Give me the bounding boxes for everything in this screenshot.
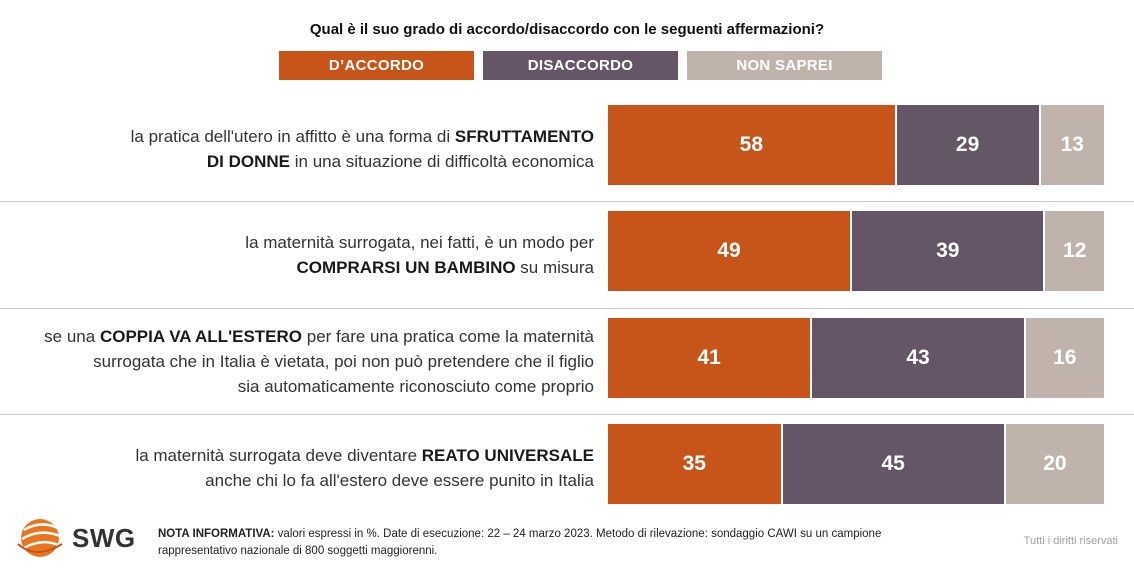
brand-name: SWG [72,523,136,553]
row-label-text: se una [44,327,100,346]
bar-segment-accordo: 41 [608,318,811,398]
chart-title: Qual è il suo grado di accordo/disaccord… [309,21,825,38]
stacked-bar: 49 39 12 [608,211,1104,291]
chart-row: la pratica dell'utero in affitto è una f… [0,95,1134,202]
copyright-text: Tutti i diritti riservati [1023,535,1118,547]
bar-segment-non-saprei: 13 [1040,105,1104,185]
data-label: 43 [906,346,930,369]
bar-segment-accordo: 35 [608,424,781,504]
row-label-bold: REATO UNIVERSALE [421,445,594,465]
data-label: 49 [717,239,741,262]
data-label: 13 [1060,133,1084,156]
row-label: la maternità surrogata deve diventare RE… [4,414,594,521]
data-label: 41 [697,346,721,369]
chart-row: la maternità surrogata, nei fatti, è un … [0,201,1134,308]
row-label-bold: DI DONNE [206,151,291,171]
row-label: la pratica dell'utero in affitto è una f… [4,95,594,202]
stacked-bar: 58 29 13 [608,105,1104,185]
bar-segment-non-saprei: 12 [1045,211,1104,291]
data-label: 29 [955,133,980,156]
row-label-bold: SFRUTTAMENTO [454,126,594,146]
row-label-text: la maternità surrogata deve diventare [135,445,422,465]
row-label-bold: COPPIA VA ALL'ESTERO [99,327,303,346]
bar-segment-non-saprei: 16 [1025,318,1104,398]
footnote-label: NOTA INFORMATIVA: [158,528,275,540]
bar-segment-disaccordo: 43 [812,318,1024,398]
stacked-bar: 41 43 16 [608,318,1104,398]
legend-item-disaccordo: DISACCORDO [483,51,678,80]
bar-segment-disaccordo: 45 [782,424,1004,504]
row-label-text: per fare una pratica come la maternità [302,327,594,346]
stacked-bar: 35 45 20 [608,424,1104,504]
row-label-text: la maternità surrogata, nei fatti, è un … [245,232,594,252]
row-divider [0,308,1134,309]
data-label: 45 [881,452,905,475]
row-label: se una COPPIA VA ALL'ESTERO per fare una… [4,308,594,415]
footnote-text: valori espressi in %. Date di esecuzione… [158,528,882,557]
data-label: 39 [936,239,960,262]
chart-row: se una COPPIA VA ALL'ESTERO per fare una… [0,308,1134,415]
data-label: 16 [1053,346,1077,369]
row-label-text: sia automaticamente riconosciuto come pr… [237,377,594,396]
data-label: 35 [682,452,706,475]
bar-segment-disaccordo: 29 [896,105,1039,185]
data-label: 58 [739,133,764,156]
legend-item-non-saprei: NON SAPREI [687,51,882,80]
data-label: 12 [1063,239,1087,262]
legend-item-accordo: D’ACCORDO [279,51,474,80]
row-label-text: surrogata che in Italia è vietata, poi n… [93,352,594,371]
data-label: 20 [1043,452,1067,475]
row-label-text: anche chi lo fa all'estero deve essere p… [205,470,594,490]
row-label-text: la pratica dell'utero in affitto è una f… [130,126,455,146]
row-label-text: su misura [515,257,594,277]
chart-row: la maternità surrogata deve diventare RE… [0,414,1134,521]
footnote: NOTA INFORMATIVA: valori espressi in %. … [158,526,958,560]
row-label-bold: COMPRARSI UN BAMBINO [296,257,516,277]
row-divider [0,201,1134,202]
row-label: la maternità surrogata, nei fatti, è un … [4,201,594,308]
row-label-text: in una situazione di difficoltà economic… [290,151,594,171]
bar-segment-accordo: 49 [608,211,851,291]
bar-segment-disaccordo: 39 [852,211,1044,291]
swg-logo-icon [17,519,63,557]
bar-segment-non-saprei: 20 [1005,424,1104,504]
row-divider [0,414,1134,415]
bar-segment-accordo: 58 [608,105,895,185]
